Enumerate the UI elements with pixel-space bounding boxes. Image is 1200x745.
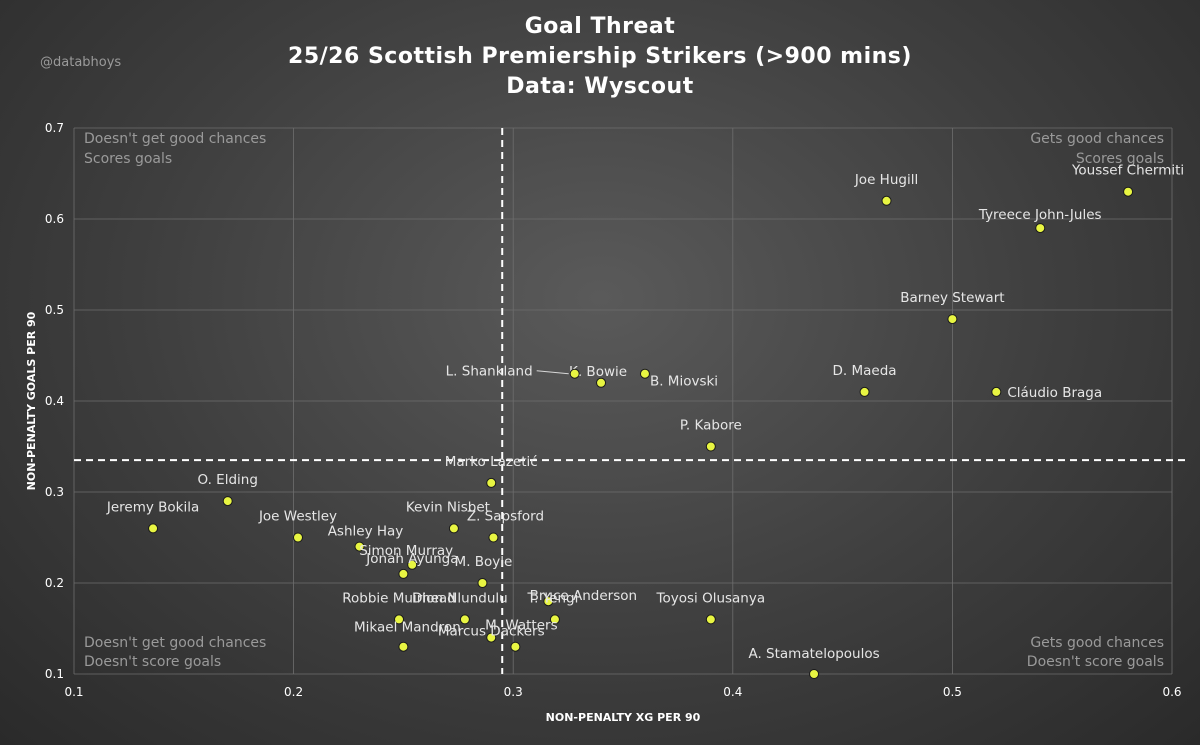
data-point: [486, 477, 497, 488]
data-point: [639, 368, 650, 379]
data-point: [859, 386, 870, 397]
data-point: [991, 386, 1002, 397]
data-point: [486, 632, 497, 643]
y-tick-label: 0.6: [45, 212, 64, 226]
point-label: Ashley Hay: [328, 524, 404, 540]
data-point: [705, 441, 716, 452]
data-point: [488, 532, 499, 543]
x-tick-label: 0.2: [284, 685, 303, 699]
point-label: Jeremy Bokila: [106, 499, 199, 515]
y-axis-label: NON-PENALTY GOALS PER 90: [25, 311, 38, 490]
point-label: Mikael Mandron: [354, 620, 461, 636]
data-point: [292, 532, 303, 543]
data-point: [569, 368, 580, 379]
data-point: [543, 596, 554, 607]
point-label: M. Watters: [485, 618, 557, 634]
quadrant-top-left-line-1: Doesn't get good chances: [84, 131, 266, 147]
point-label: Barney Stewart: [900, 290, 1004, 306]
point-label: Toyosi Olusanya: [656, 590, 766, 606]
point-label: Marko Lazetić: [445, 454, 538, 470]
point-label: Marcus Dackers: [438, 624, 545, 640]
quadrant-top-right-line-1: Gets good chances: [1030, 131, 1164, 147]
x-tick-label: 0.6: [1162, 685, 1181, 699]
data-point: [448, 523, 459, 534]
x-tick-label: 0.4: [723, 685, 742, 699]
quadrant-bottom-left-line-1: Doesn't get good chances: [84, 635, 266, 651]
point-label: Joe Westley: [258, 509, 337, 525]
point-label: P. Kabore: [680, 418, 742, 434]
data-point: [596, 377, 607, 388]
point-label: Youssef Chermiti: [1071, 163, 1184, 179]
data-point: [398, 641, 409, 652]
point-label: Bruce Anderson: [530, 588, 637, 604]
x-axis-label: NON-PENALTY XG PER 90: [546, 711, 701, 724]
point-label: Z. Sapsford: [467, 509, 544, 525]
quadrant-top-left-line-2: Scores goals: [84, 151, 172, 167]
point-label: Jonah Ayunga: [365, 551, 458, 567]
data-point: [510, 641, 521, 652]
point-label: Joe Hugill: [854, 172, 918, 188]
point-label: Tyreece John-Jules: [978, 207, 1102, 223]
chart-title: Goal Threat 25/26 Scottish Premiership S…: [0, 12, 1200, 102]
data-point: [947, 314, 958, 325]
quadrant-top-right-line-2: Scores goals: [1076, 151, 1164, 167]
watermark: @databhoys: [40, 55, 122, 70]
y-tick-label: 0.3: [45, 485, 64, 499]
data-point: [705, 614, 716, 625]
point-label: L. Shankland: [446, 364, 533, 380]
point-label: T. Yengi: [526, 590, 578, 606]
leader-line: [536, 370, 569, 375]
x-tick-label: 0.5: [943, 685, 962, 699]
point-label: O. Elding: [198, 472, 258, 488]
data-point: [881, 195, 892, 206]
data-point: [459, 614, 470, 625]
point-label: Simon Murray: [359, 543, 453, 559]
point-label: Dion Nlundulu: [412, 590, 508, 606]
quadrant-bottom-right-line-1: Gets good chances: [1030, 635, 1164, 651]
data-point: [407, 559, 418, 570]
y-tick-label: 0.1: [45, 667, 64, 681]
title-line-1: Goal Threat: [524, 14, 676, 39]
data-point: [1123, 186, 1134, 197]
title-line-3: Data: Wyscout: [506, 74, 694, 99]
data-point: [1035, 223, 1046, 234]
data-point: [809, 669, 820, 679]
data-point: [222, 496, 233, 507]
data-point: [549, 614, 560, 625]
data-point: [148, 523, 159, 534]
point-label: D. Maeda: [833, 363, 897, 379]
point-label: Cláudio Braga: [1007, 385, 1102, 401]
point-label: K. Bowie: [569, 364, 627, 380]
x-tick-label: 0.3: [504, 685, 523, 699]
y-tick-label: 0.7: [45, 121, 64, 135]
point-label: M. Boyle: [455, 554, 513, 570]
y-tick-label: 0.4: [45, 394, 64, 408]
title-line-2: 25/26 Scottish Premiership Strikers (>90…: [288, 44, 912, 69]
data-point: [354, 541, 365, 552]
point-label: Kevin Nisbet: [406, 499, 490, 515]
quadrant-bottom-right-line-2: Doesn't score goals: [1027, 654, 1164, 670]
quadrant-bottom-left-line-2: Doesn't score goals: [84, 654, 221, 670]
data-point: [477, 578, 488, 588]
point-label: B. Miovski: [650, 374, 718, 390]
data-point: [394, 614, 405, 625]
data-point: [398, 568, 409, 579]
y-tick-label: 0.2: [45, 576, 64, 590]
point-label: A. Stamatelopoulos: [748, 646, 879, 662]
y-tick-label: 0.5: [45, 303, 64, 317]
x-tick-label: 0.1: [64, 685, 83, 699]
point-label: Robbie Muirhead: [342, 590, 456, 606]
